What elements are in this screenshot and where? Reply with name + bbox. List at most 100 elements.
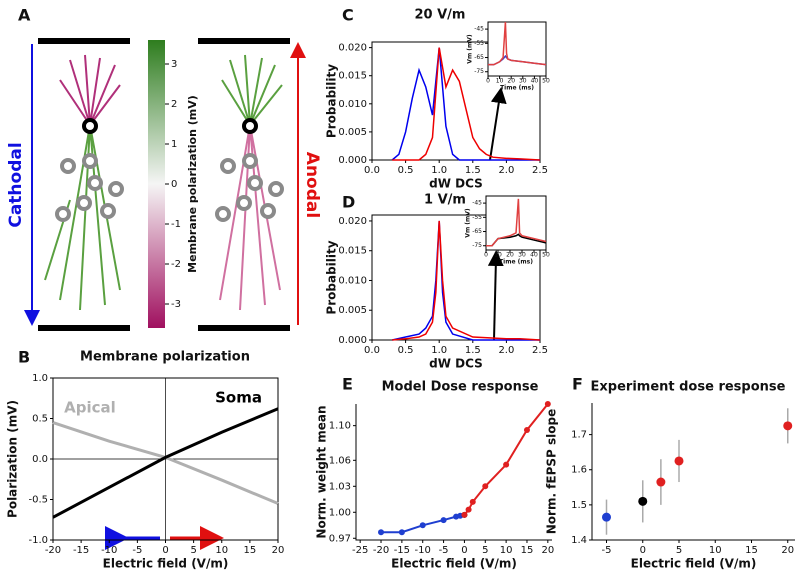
x-tick-label: 20 <box>506 252 514 259</box>
colorbar-label: Membrane polarization (mV) <box>186 95 199 273</box>
inset-bg <box>488 22 546 76</box>
x-tick-label: 10 <box>215 545 228 556</box>
plot-frame <box>485 195 547 251</box>
x-tick-label: -5 <box>439 545 449 556</box>
y-axis-label: Norm. weight mean <box>315 405 329 538</box>
point <box>656 477 666 487</box>
y-tick-label: 0.020 <box>338 216 367 227</box>
y-tick-label: -65 <box>474 54 484 61</box>
y-tick-label: 1.0 <box>32 373 48 384</box>
y-tick-label: 1.5 <box>571 500 587 511</box>
x-tick-label: -10 <box>415 545 431 556</box>
y-tick-label: -75 <box>474 68 484 75</box>
y-tick-label: -45 <box>472 200 482 207</box>
x-axis-label: dW DCS <box>429 177 483 191</box>
series-line <box>391 47 540 161</box>
panel-label: E <box>342 375 353 394</box>
x-tick-label: -20 <box>373 545 389 556</box>
x-axis-label: Electric field (V/m) <box>391 557 517 571</box>
x-tick-label: 10 <box>494 252 502 259</box>
y-tick-label: 0.000 <box>338 155 367 166</box>
chart-title: 20 V/m <box>415 8 466 23</box>
point <box>674 456 684 466</box>
colorbar-tick-label: 2 <box>171 99 177 110</box>
point <box>503 461 510 468</box>
y-axis-label: Vm (mV) <box>465 208 472 238</box>
x-tick-label: 30 <box>518 252 526 259</box>
x-tick-label: 20 <box>272 545 285 556</box>
axes <box>355 404 552 541</box>
x-tick-label: 2.0 <box>498 165 514 176</box>
point <box>440 517 447 524</box>
x-tick-label: 10 <box>709 545 722 556</box>
point <box>783 421 793 431</box>
chart-title: 1 V/m <box>424 193 466 208</box>
colorbar-tick-label: 1 <box>171 139 177 150</box>
x-tick-label: -15 <box>73 545 89 556</box>
x-tick-label: 0.0 <box>364 165 380 176</box>
x-tick-label: -25 <box>352 545 368 556</box>
y-tick-label: -75 <box>472 242 482 249</box>
y-tick-label: -65 <box>472 228 482 235</box>
y-tick-label: 0.000 <box>338 335 367 346</box>
x-tick-label: 10 <box>496 78 504 85</box>
x-tick-label: 15 <box>521 545 534 556</box>
y-tick-label: 0.97 <box>329 533 351 544</box>
y-tick-label: -1.0 <box>28 535 48 546</box>
panel-label: A <box>18 6 31 25</box>
x-tick-label: 1.0 <box>431 165 447 176</box>
x-tick-label: 1.0 <box>431 345 447 356</box>
x-tick-label: -10 <box>101 545 117 556</box>
x-tick-label: 0.5 <box>398 165 414 176</box>
y-axis-label: Norm. fEPSP slope <box>545 409 559 535</box>
x-tick-label: 5 <box>190 545 196 556</box>
y-tick-label: -55 <box>474 40 484 47</box>
y-tick-label: -45 <box>474 26 484 33</box>
point <box>482 483 489 490</box>
panel-label: B <box>18 348 30 367</box>
y-tick-label: 0.005 <box>338 127 367 138</box>
y-axis-label: Polarization (mV) <box>6 400 20 518</box>
colorbar-tick-label: -1 <box>171 219 181 230</box>
series-name: Soma <box>215 389 262 407</box>
y-tick-label: 1.10 <box>329 421 351 432</box>
x-tick-label: 20 <box>541 545 554 556</box>
x-tick-label: 0.0 <box>364 345 380 356</box>
x-axis-label: Time (ms) <box>499 259 533 266</box>
series-line <box>486 198 547 247</box>
y-tick-label: -55 <box>472 214 482 221</box>
x-tick-label: 50 <box>542 252 550 259</box>
x-tick-label: 0 <box>461 545 467 556</box>
x-tick-label: 2.5 <box>532 165 548 176</box>
panel-label: F <box>572 375 583 394</box>
panel-label: D <box>342 193 355 212</box>
cathodal-label: Cathodal <box>6 142 26 227</box>
x-tick-label: 30 <box>519 78 527 85</box>
y-tick-label: 1.03 <box>329 481 351 492</box>
x-tick-label: -20 <box>45 545 61 556</box>
y-tick-label: 0.010 <box>338 275 367 286</box>
point <box>419 522 426 529</box>
colorbar-tick-label: 3 <box>171 59 177 70</box>
panel-a-art <box>24 38 507 550</box>
chart-title: Experiment dose response <box>591 380 786 395</box>
y-tick-label: 0.015 <box>338 71 367 82</box>
y-tick-label: 1.4 <box>571 535 587 546</box>
y-tick-label: 0.5 <box>32 414 48 425</box>
series-line <box>392 220 541 341</box>
x-tick-label: -5 <box>602 545 612 556</box>
colorbar-tick-label: -2 <box>171 259 181 270</box>
x-tick-label: 15 <box>745 545 758 556</box>
y-tick-label: 0.005 <box>338 305 367 316</box>
x-tick-label: 10 <box>500 545 513 556</box>
colorbar-tick-label: -3 <box>171 299 181 310</box>
point <box>378 529 385 536</box>
y-axis-label: Probability <box>325 240 339 314</box>
x-tick-label: 5 <box>676 545 682 556</box>
x-tick-label: 0.5 <box>398 345 414 356</box>
series-line <box>52 407 279 519</box>
x-tick-label: 5 <box>482 545 488 556</box>
chart-title: Model Dose response <box>382 380 539 395</box>
point <box>469 498 476 505</box>
series-line <box>488 21 547 66</box>
